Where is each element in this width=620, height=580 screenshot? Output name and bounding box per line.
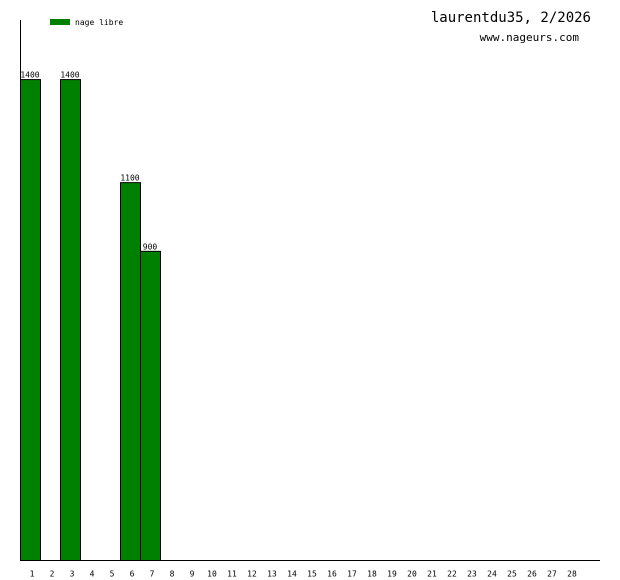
x-tick-label: 27	[547, 570, 557, 579]
x-tick-label: 5	[110, 570, 115, 579]
x-tick-label: 1	[30, 570, 35, 579]
x-tick-label: 13	[267, 570, 277, 579]
x-tick-label: 12	[247, 570, 257, 579]
x-tick-label: 23	[467, 570, 477, 579]
x-tick-label: 2	[50, 570, 55, 579]
x-tick-label: 16	[327, 570, 337, 579]
x-tick-label: 25	[507, 570, 517, 579]
bar	[120, 182, 141, 562]
x-tick-label: 28	[567, 570, 577, 579]
x-tick-label: 9	[190, 570, 195, 579]
x-tick-label: 18	[367, 570, 377, 579]
x-tick-label: 14	[287, 570, 297, 579]
x-tick-label: 22	[447, 570, 457, 579]
data-label: 1400	[20, 71, 39, 80]
bar	[20, 79, 41, 561]
x-tick-label: 3	[70, 570, 75, 579]
x-tick-label: 11	[227, 570, 237, 579]
data-label: 1400	[60, 71, 79, 80]
bar	[60, 79, 81, 561]
x-tick-label: 10	[207, 570, 217, 579]
chart-subtitle: www.nageurs.com	[480, 31, 580, 44]
x-tick-label: 20	[407, 570, 417, 579]
data-label: 1100	[120, 174, 139, 183]
x-tick-label: 15	[307, 570, 317, 579]
chart-title: laurentdu35, 2/2026	[431, 10, 591, 26]
x-tick-label: 24	[487, 570, 497, 579]
x-tick-label: 7	[150, 570, 155, 579]
x-tick-label: 26	[527, 570, 537, 579]
x-tick-label: 19	[387, 570, 397, 579]
bar	[140, 250, 161, 561]
x-tick-label: 8	[170, 570, 175, 579]
x-tick-label: 6	[130, 570, 135, 579]
data-label: 900	[143, 242, 158, 251]
x-tick-label: 17	[347, 570, 357, 579]
x-tick-label: 4	[90, 570, 95, 579]
legend-swatch	[50, 19, 70, 25]
legend-label: nage libre	[75, 18, 123, 27]
x-tick-label: 21	[427, 570, 437, 579]
